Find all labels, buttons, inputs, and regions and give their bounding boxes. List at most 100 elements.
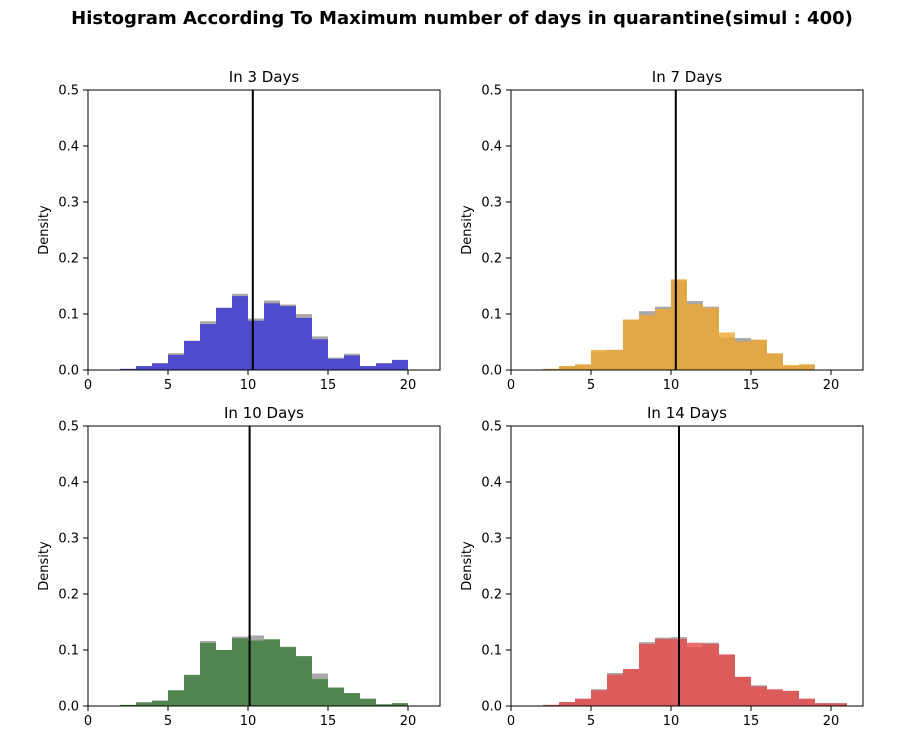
chart-2-bar-s2-9 — [655, 308, 671, 370]
chart-4-bar-s2-8 — [639, 643, 655, 706]
chart-2-ytick-label-0.1: 0.1 — [481, 308, 502, 323]
chart-4-bar-s2-5 — [591, 690, 607, 706]
chart-3-bar-s2-2 — [120, 704, 136, 706]
chart-1-ytick-label-0.5: 0.5 — [58, 84, 79, 99]
chart-3-xtick-label-10: 10 — [240, 714, 257, 729]
chart-3-bar-s2-17 — [360, 698, 376, 706]
chart-2-bar-s2-15 — [751, 339, 767, 370]
chart-1-bar-s2-9 — [232, 296, 248, 370]
chart-2-bar-s2-7 — [623, 319, 639, 370]
chart-1-bar-s2-6 — [184, 340, 200, 370]
chart-1-bar-s2-10 — [248, 320, 264, 370]
chart-3-bar-s2-11 — [264, 639, 280, 706]
chart-4-axes-frame — [510, 425, 864, 707]
chart-1-xtick-label-10: 10 — [240, 378, 257, 393]
chart-2-bar-s2-8 — [639, 315, 655, 370]
chart-2-ytick-label-0.3: 0.3 — [481, 196, 502, 211]
chart-2-ytick-label-0.4: 0.4 — [481, 140, 502, 155]
chart-3-ytick-label-0.2: 0.2 — [58, 588, 79, 603]
chart-4-bar-s2-13 — [719, 654, 735, 706]
chart-3-xtick-label-5: 5 — [164, 714, 172, 729]
chart-2-bar-s2-18 — [799, 364, 815, 370]
chart-3-bar-s2-5 — [168, 690, 184, 706]
chart-1-bar-s2-8 — [216, 307, 232, 370]
chart-4-ytick-label-0.2: 0.2 — [481, 588, 502, 603]
chart-2-xtick-label-10: 10 — [663, 378, 680, 393]
chart-1-ytick-label-0.2: 0.2 — [58, 252, 79, 267]
chart-4-bar-s2-19 — [815, 703, 831, 706]
chart-3-bar-s2-9 — [232, 638, 248, 706]
chart-3-bar-s2-15 — [328, 687, 344, 706]
chart-1-axes-frame — [87, 89, 441, 371]
chart-2-ytick-label-0.5: 0.5 — [481, 84, 502, 99]
chart-4-ytick-label-0.3: 0.3 — [481, 532, 502, 547]
chart-1-title: In 3 Days — [229, 68, 300, 86]
chart-2-bar-s2-13 — [719, 332, 735, 370]
chart-4-bar-s2-6 — [607, 674, 623, 706]
chart-4-bar-s2-18 — [799, 698, 815, 706]
chart-2-xtick-label-5: 5 — [587, 378, 595, 393]
chart-1-ylabel: Density — [37, 205, 52, 255]
chart-4-bar-s2-2 — [543, 704, 559, 706]
chart-2-bar-s2-6 — [607, 349, 623, 370]
figure-title: Histogram According To Maximum number of… — [71, 8, 853, 29]
chart-1-bar-s2-19 — [392, 359, 408, 370]
chart-3-ytick-label-0.4: 0.4 — [58, 476, 79, 491]
chart-2-xtick-label-15: 15 — [743, 378, 760, 393]
chart-4-bar-s2-9 — [655, 638, 671, 706]
chart-4-xtick-label-15: 15 — [743, 714, 760, 729]
chart-4-bar-s2-11 — [687, 642, 703, 706]
chart-1-bar-s2-14 — [312, 339, 328, 370]
chart-3-xtick-label-15: 15 — [320, 714, 337, 729]
chart-3-bar-s2-6 — [184, 675, 200, 706]
chart-3-ytick-label-0.1: 0.1 — [58, 644, 79, 659]
chart-2-bar-s2-12 — [703, 307, 719, 370]
chart-4-bar-s2-20 — [831, 703, 847, 706]
chart-4-xtick-label-0: 0 — [507, 714, 515, 729]
chart-1-ytick-label-0.1: 0.1 — [58, 308, 79, 323]
chart-1-bar-s2-5 — [168, 354, 184, 370]
chart-2-bar-s2-5 — [591, 349, 607, 370]
chart-1-bar-s2-17 — [360, 366, 376, 370]
chart-2-xtick-label-20: 20 — [823, 378, 840, 393]
chart-3-ytick-label-0: 0.0 — [58, 700, 79, 715]
chart-3-axes-frame — [87, 425, 441, 707]
chart-4-xtick-label-20: 20 — [823, 714, 840, 729]
chart-4-bar-s2-3 — [559, 702, 575, 706]
chart-1-bar-s2-11 — [264, 303, 280, 370]
chart-1-bar-s2-7 — [200, 324, 216, 370]
chart-4-ylabel: Density — [460, 541, 475, 591]
chart-2-bar-s2-11 — [687, 303, 703, 370]
chart-1-bar-s2-2 — [120, 368, 136, 370]
chart-4-bar-s2-4 — [575, 698, 591, 706]
chart-3-bar-s2-12 — [280, 647, 296, 706]
chart-3-bar-s2-14 — [312, 679, 328, 706]
chart-4-ytick-label-0.4: 0.4 — [481, 476, 502, 491]
chart-4-ytick-label-0: 0.0 — [481, 700, 502, 715]
chart-1-bar-s2-12 — [280, 306, 296, 370]
chart-1-bar-s2-15 — [328, 358, 344, 370]
chart-3-bar-s2-4 — [152, 700, 168, 706]
chart-4-xtick-label-10: 10 — [663, 714, 680, 729]
chart-1-xtick-label-0: 0 — [84, 378, 92, 393]
chart-1-bar-s2-18 — [376, 363, 392, 370]
chart-2-bar-s2-14 — [735, 341, 751, 370]
chart-2-title: In 7 Days — [652, 68, 723, 86]
chart-1-bar-s2-3 — [136, 366, 152, 370]
chart-1-xtick-label-20: 20 — [400, 378, 417, 393]
chart-2-bar-s2-17 — [783, 364, 799, 370]
chart-3-title: In 10 Days — [224, 404, 304, 422]
chart-2-bar-s2-2 — [543, 368, 559, 370]
chart-1-ytick-label-0.4: 0.4 — [58, 140, 79, 155]
chart-1-ytick-label-0.3: 0.3 — [58, 196, 79, 211]
chart-1-xtick-label-5: 5 — [164, 378, 172, 393]
chart-4-ytick-label-0.1: 0.1 — [481, 644, 502, 659]
chart-2-bar-s2-10 — [671, 279, 687, 370]
chart-4-title: In 14 Days — [647, 404, 727, 422]
chart-1-xtick-label-15: 15 — [320, 378, 337, 393]
chart-3-bar-s2-3 — [136, 702, 152, 706]
chart-3-ytick-label-0.3: 0.3 — [58, 532, 79, 547]
chart-2-ytick-label-0: 0.0 — [481, 364, 502, 379]
chart-3-bar-s2-8 — [216, 650, 232, 706]
chart-2-ytick-label-0.2: 0.2 — [481, 252, 502, 267]
